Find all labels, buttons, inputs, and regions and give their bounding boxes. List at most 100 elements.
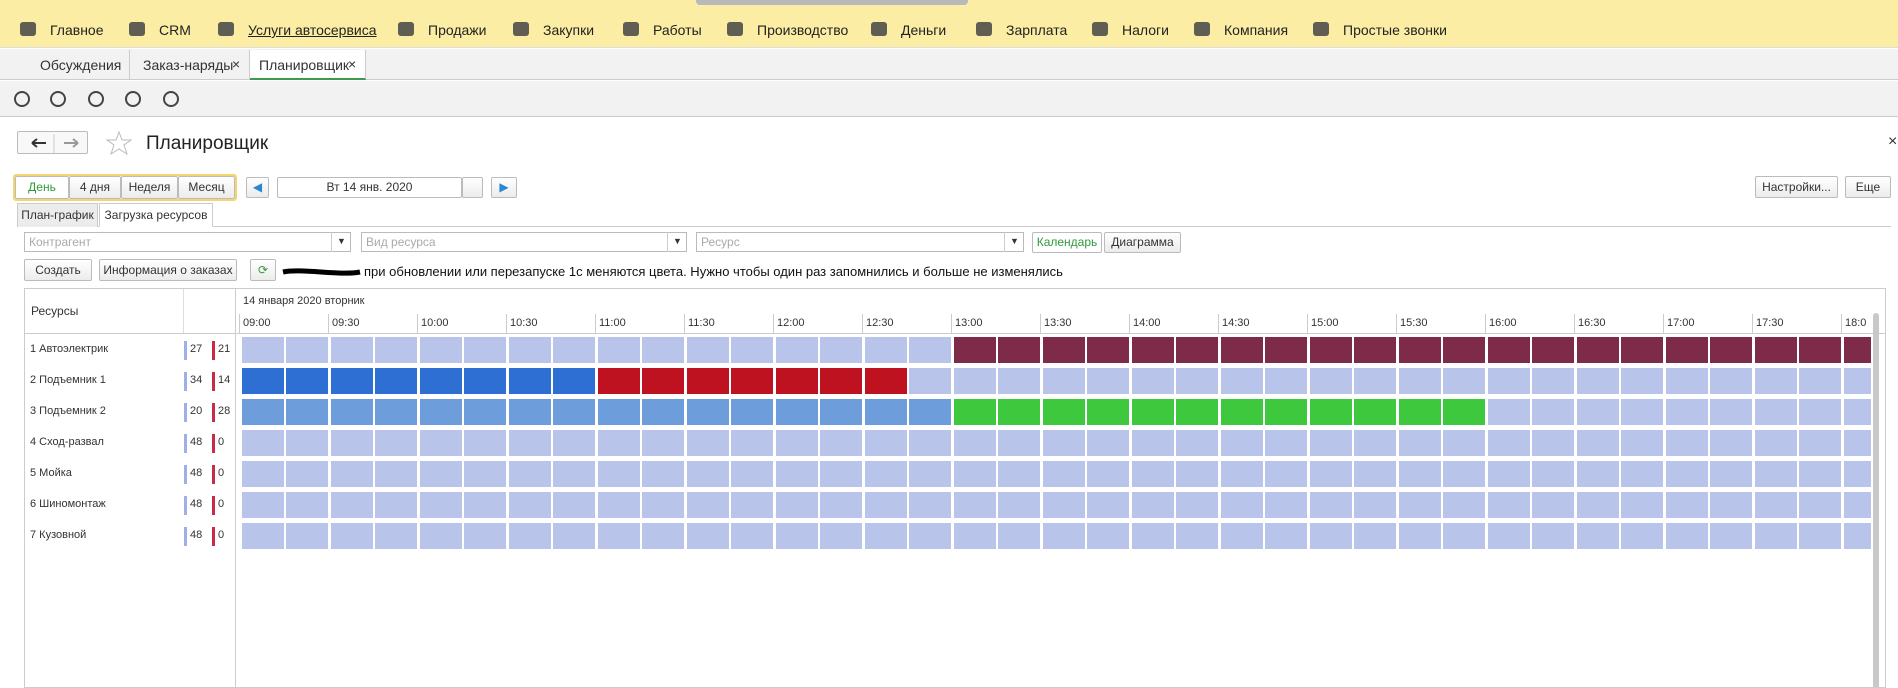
slot	[420, 337, 462, 363]
slot	[1176, 523, 1218, 549]
left-divider	[235, 289, 236, 687]
time-tick	[1663, 314, 1664, 333]
slot	[776, 461, 818, 487]
slot	[1666, 492, 1708, 518]
time-tick	[1129, 314, 1130, 333]
prev-day[interactable]: ◀	[246, 177, 269, 198]
menu-item[interactable]: Простые звонки	[1343, 22, 1447, 38]
slot	[1799, 461, 1841, 487]
free-count: 48	[190, 436, 203, 448]
period-button[interactable]: Месяц	[178, 176, 235, 199]
toolbar-icon[interactable]	[50, 91, 66, 107]
time-label: 09:30	[332, 317, 360, 329]
dropdown-arrow[interactable]: ▼	[331, 232, 351, 252]
filter-field[interactable]: Ресурс	[696, 232, 1024, 252]
tab[interactable]	[131, 50, 250, 80]
slot	[1710, 430, 1752, 456]
menu-icon	[20, 22, 36, 36]
slot	[1354, 337, 1396, 363]
slot	[1621, 399, 1663, 425]
slot	[1799, 368, 1841, 394]
header-line	[25, 333, 235, 334]
menu-item[interactable]: CRM	[159, 22, 191, 38]
favorite-star[interactable]	[106, 130, 132, 156]
date-field[interactable]: Вт 14 янв. 2020	[277, 177, 462, 198]
slot	[1310, 492, 1352, 518]
slot	[1132, 523, 1174, 549]
slot	[464, 461, 506, 487]
menu-item[interactable]: Закупки	[543, 22, 595, 38]
slot	[1265, 461, 1307, 487]
nav-arrows	[31, 134, 79, 153]
menu-item[interactable]: Производство	[757, 22, 849, 38]
period-button[interactable]: День	[15, 176, 69, 199]
slot	[242, 523, 284, 549]
slot	[553, 523, 595, 549]
period-button[interactable]: 4 дня	[69, 176, 121, 199]
slot	[1799, 492, 1841, 518]
close-button[interactable]: ×	[1888, 133, 1898, 150]
menu-icon	[513, 22, 529, 36]
slot	[1399, 399, 1441, 425]
tab[interactable]	[0, 50, 130, 80]
slot	[1443, 430, 1485, 456]
slot	[286, 399, 328, 425]
action-button[interactable]: Информация о заказах	[99, 259, 237, 281]
slot	[1666, 337, 1708, 363]
slot	[1710, 461, 1752, 487]
back-forward[interactable]	[17, 131, 88, 154]
menu-item[interactable]: Продажи	[428, 22, 487, 38]
slot	[1176, 430, 1218, 456]
dropdown-arrow[interactable]: ▼	[1004, 232, 1024, 252]
time-label: 17:00	[1667, 317, 1695, 329]
more-button[interactable]: Еще	[1845, 176, 1891, 198]
menu-item[interactable]: Деньги	[901, 22, 947, 38]
mode-button[interactable]: Диаграмма	[1104, 232, 1181, 253]
menu-icon	[1194, 22, 1210, 36]
view-tab[interactable]: Загрузка ресурсов	[99, 203, 213, 227]
calendar-button[interactable]	[462, 177, 483, 198]
slot	[1621, 523, 1663, 549]
toolbar-icon[interactable]	[163, 91, 179, 107]
slot	[642, 399, 684, 425]
tab[interactable]	[250, 50, 366, 80]
menu-item[interactable]: Компания	[1224, 22, 1289, 38]
period-button[interactable]: Неделя	[121, 176, 178, 199]
menu-item[interactable]: Услуги автосервиса	[248, 22, 377, 38]
slot	[1488, 461, 1530, 487]
note: при обновлении или перезапуске 1с меняют…	[364, 264, 1063, 279]
slot	[731, 430, 773, 456]
filter-field[interactable]: Контрагент	[24, 232, 351, 252]
settings-button[interactable]: Настройки...	[1755, 176, 1838, 198]
mode-button[interactable]: Календарь	[1032, 232, 1102, 253]
slot	[286, 368, 328, 394]
slot	[1621, 430, 1663, 456]
slot	[776, 368, 818, 394]
slot	[1755, 523, 1797, 549]
menu-item[interactable]: Зарплата	[1006, 22, 1068, 38]
next-day[interactable]: ▶	[491, 177, 517, 198]
menu-item[interactable]: Работы	[653, 22, 702, 38]
slot	[687, 337, 729, 363]
action-button[interactable]: Создать	[24, 259, 92, 281]
view-tab[interactable]: План-график	[17, 203, 98, 227]
filter-field[interactable]: Вид ресурса	[361, 232, 687, 252]
toolbar-icon[interactable]	[125, 91, 141, 107]
menu-item[interactable]: Налоги	[1122, 22, 1169, 38]
dropdown-arrow[interactable]: ▼	[667, 232, 687, 252]
refresh-button[interactable]: ⟳	[250, 259, 276, 281]
slot	[909, 337, 951, 363]
busy-bar	[212, 496, 215, 515]
toolbar-icon[interactable]	[14, 91, 30, 107]
slot	[1221, 492, 1263, 518]
slot	[1488, 399, 1530, 425]
slot	[420, 430, 462, 456]
slot	[286, 461, 328, 487]
slot	[1043, 337, 1085, 363]
slot	[954, 523, 996, 549]
slot	[509, 337, 551, 363]
slot	[865, 492, 907, 518]
slot	[1221, 399, 1263, 425]
toolbar-icon[interactable]	[88, 91, 104, 107]
menu-item[interactable]: Главное	[50, 22, 104, 38]
